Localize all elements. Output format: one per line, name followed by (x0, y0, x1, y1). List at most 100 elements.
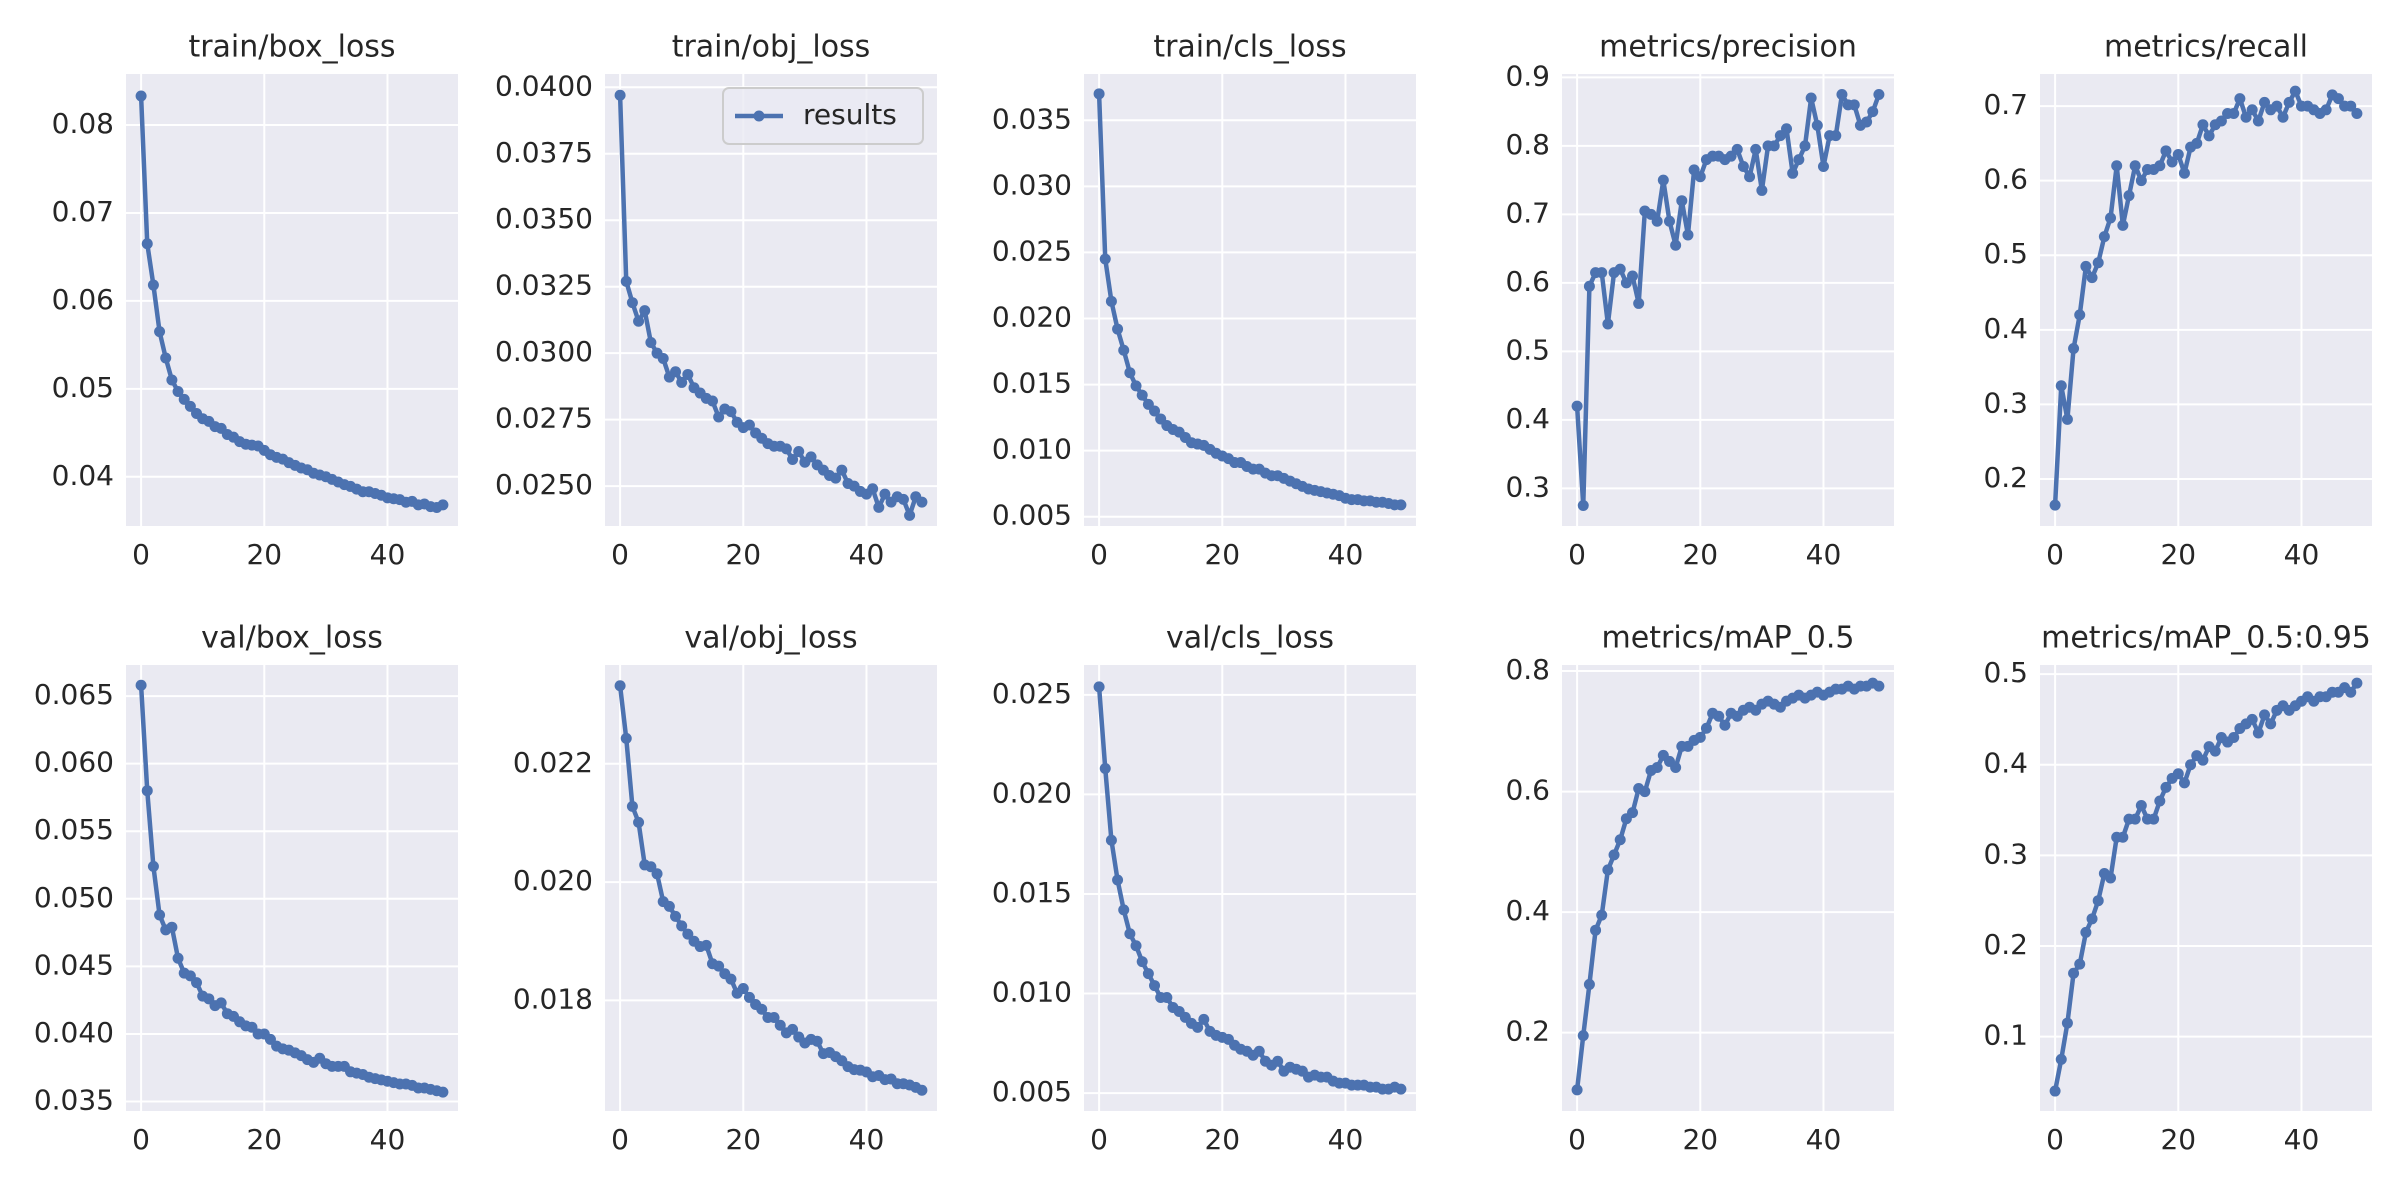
data-point (867, 483, 879, 495)
legend-box (722, 87, 924, 145)
data-point (1750, 143, 1762, 155)
data-point (2092, 257, 2104, 269)
data-point (2228, 108, 2240, 120)
chart-title: val/cls_loss (1166, 621, 1334, 656)
y-tick-label: 0.0375 (495, 136, 593, 169)
data-point (2271, 100, 2283, 112)
y-tick-label: 0.040 (34, 1016, 114, 1049)
y-tick-label: 0.035 (34, 1084, 114, 1117)
data-point (620, 732, 632, 744)
data-point (1799, 140, 1811, 152)
data-point (2289, 85, 2301, 97)
data-point (2215, 115, 2227, 127)
data-point (1608, 849, 1620, 861)
data-point (2191, 137, 2203, 149)
data-point (620, 275, 632, 287)
data-point (2148, 813, 2160, 825)
y-tick-label: 0.7 (1505, 196, 1550, 229)
data-point (1700, 722, 1712, 734)
data-point (682, 368, 694, 380)
data-point (1093, 88, 1105, 100)
x-tick-label: 20 (1682, 1123, 1718, 1156)
y-tick-label: 0.4 (1983, 312, 2028, 345)
data-point (1571, 400, 1583, 412)
data-point (1744, 171, 1756, 183)
y-tick-label: 0.0275 (495, 402, 593, 435)
data-point (2252, 115, 2264, 127)
data-point (2098, 231, 2110, 243)
data-point (2117, 831, 2129, 843)
y-tick-label: 0.5 (1983, 656, 2028, 689)
data-point (1861, 116, 1873, 128)
x-tick-label: 40 (1806, 1123, 1842, 1156)
data-point (1192, 1021, 1204, 1033)
data-point (645, 337, 657, 349)
data-point (780, 443, 792, 455)
data-point (2105, 212, 2117, 224)
data-point (1676, 195, 1688, 207)
y-tick-label: 0.005 (992, 1075, 1072, 1108)
data-point (2234, 93, 2246, 105)
y-tick-label: 0.07 (52, 195, 114, 228)
x-tick-label: 0 (1568, 538, 1586, 571)
data-point (2259, 96, 2271, 108)
data-point (1590, 924, 1602, 936)
data-point (2055, 1053, 2067, 1065)
data-point (1756, 184, 1768, 196)
data-point (172, 385, 184, 397)
data-point (676, 376, 688, 388)
data-point (1198, 1013, 1210, 1025)
y-tick-label: 0.0300 (495, 335, 593, 368)
x-tick-label: 0 (132, 538, 150, 571)
data-point (793, 446, 805, 458)
data-point (1670, 239, 1682, 251)
data-point (1873, 680, 1885, 692)
data-point (633, 315, 645, 327)
chart-title: metrics/recall (2104, 30, 2308, 65)
data-point (774, 1019, 786, 1031)
data-point (756, 1003, 768, 1015)
chart-title: val/box_loss (201, 621, 383, 656)
data-point (147, 860, 159, 872)
data-point (743, 419, 755, 431)
subplot: metrics/mAP_0.5:0.95 0.1 0.2 0.3 0.4 0.5 0 20 40 (1983, 621, 2372, 1156)
y-tick-label: 0.050 (34, 881, 114, 914)
data-point (141, 785, 153, 797)
y-tick-label: 0.05 (52, 371, 114, 404)
data-point (651, 868, 663, 880)
data-point (2111, 160, 2123, 172)
x-tick-label: 0 (1090, 538, 1108, 571)
data-point (645, 861, 657, 873)
data-point (1639, 786, 1651, 798)
data-point (1130, 380, 1142, 392)
data-point (676, 920, 688, 932)
data-point (1105, 295, 1117, 307)
data-point (1136, 389, 1148, 401)
data-point (1577, 1030, 1589, 1042)
data-point (1130, 940, 1142, 952)
data-point (1124, 928, 1136, 940)
x-tick-label: 20 (246, 1123, 282, 1156)
y-tick-label: 0.04 (52, 459, 114, 492)
y-tick-label: 0.015 (992, 876, 1072, 909)
data-point (2351, 108, 2363, 120)
chart-title: val/obj_loss (684, 621, 857, 656)
x-tick-label: 0 (2046, 1123, 2064, 1156)
data-point (166, 921, 178, 933)
data-point (1737, 160, 1749, 172)
data-point (2265, 718, 2277, 730)
plot-area (2040, 665, 2372, 1111)
data-point (633, 816, 645, 828)
y-tick-label: 0.7 (1983, 88, 2028, 121)
data-point (2117, 219, 2129, 231)
y-tick-label: 0.9 (1505, 59, 1550, 92)
y-tick-label: 0.4 (1983, 747, 2028, 780)
chart-title: metrics/mAP_0.5:0.95 (2041, 621, 2371, 656)
data-point (2049, 1085, 2061, 1097)
data-point (2345, 100, 2357, 112)
data-point (626, 297, 638, 309)
y-tick-label: 0.4 (1505, 894, 1550, 927)
data-point (135, 90, 147, 102)
data-point (1099, 763, 1111, 775)
